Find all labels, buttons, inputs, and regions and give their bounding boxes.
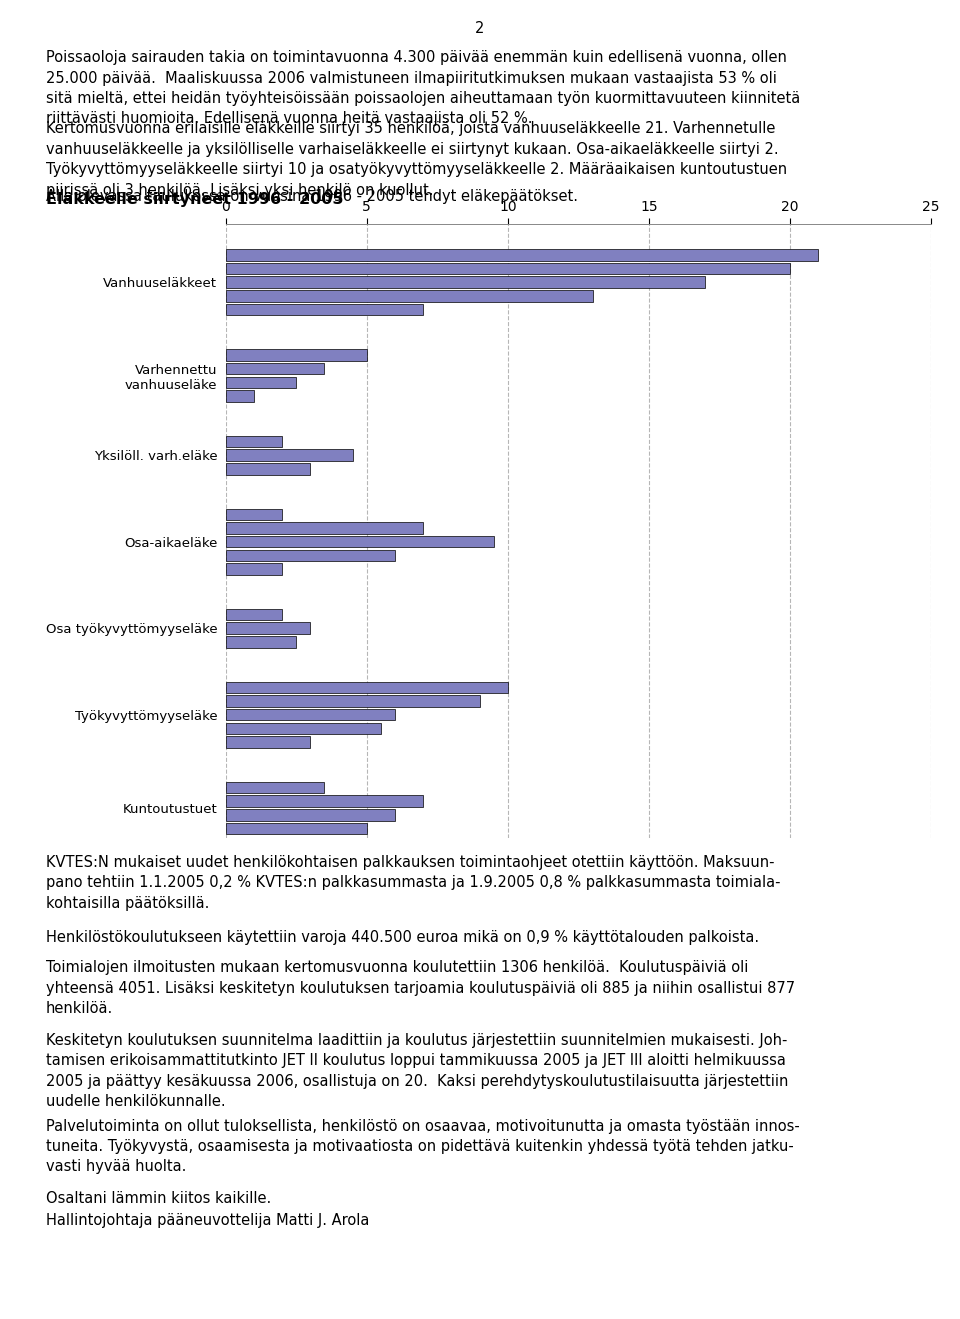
Bar (226, 782, 324, 794)
Bar (226, 723, 381, 735)
Bar (226, 290, 592, 302)
Bar (226, 823, 367, 834)
Bar (226, 695, 480, 707)
Bar (226, 563, 282, 575)
Bar (226, 376, 296, 388)
Text: Henkilöstökoulutukseen käytettiin varoja 440.500 euroa mikä on 0,9 % käyttötalou: Henkilöstökoulutukseen käytettiin varoja… (46, 930, 759, 944)
Text: Keskitetyn koulutuksen suunnitelma laadittiin ja koulutus järjestettiin suunnite: Keskitetyn koulutuksen suunnitelma laadi… (46, 1033, 788, 1109)
Text: KVTES:N mukaiset uudet henkilökohtaisen palkkauksen toimintaohjeet otettiin käyt: KVTES:N mukaiset uudet henkilökohtaisen … (46, 855, 780, 910)
Bar (226, 350, 367, 361)
Text: Osaltani lämmin kiitos kaikille.: Osaltani lämmin kiitos kaikille. (46, 1191, 272, 1206)
Text: Hallintojohtaja pääneuvottelija Matti J. Arola: Hallintojohtaja pääneuvottelija Matti J.… (46, 1213, 370, 1228)
Bar (226, 550, 395, 561)
Text: Alla olevassa taulukossa on vuosina 1996 - 2005 tehdyt eläkepäätökset.: Alla olevassa taulukossa on vuosina 1996… (46, 189, 578, 203)
Text: Eläkkeelle siirtyneet 1996 - 2005: Eläkkeelle siirtyneet 1996 - 2005 (46, 193, 344, 207)
Bar (226, 262, 790, 274)
Text: Toimialojen ilmoitusten mukaan kertomusvuonna koulutettiin 1306 henkilöä.  Koulu: Toimialojen ilmoitusten mukaan kertomusv… (46, 960, 795, 1016)
Bar (226, 609, 282, 620)
Bar (226, 463, 310, 475)
Bar (226, 636, 296, 648)
Bar (226, 809, 395, 820)
Bar (226, 736, 310, 748)
Bar (226, 710, 395, 720)
Text: Kertomusvuonna erilaisille eläkkeille siirtyi 35 henkilöä, joista vanhuuseläkkee: Kertomusvuonna erilaisille eläkkeille si… (46, 121, 787, 198)
Text: 2: 2 (475, 21, 485, 36)
Bar (226, 435, 282, 447)
Bar (226, 277, 706, 288)
Text: Palvelutoiminta on ollut tuloksellista, henkilöstö on osaavaa, motivoitunutta ja: Palvelutoiminta on ollut tuloksellista, … (46, 1119, 800, 1174)
Bar (226, 623, 310, 634)
Text: Poissaoloja sairauden takia on toimintavuonna 4.300 päivää enemmän kuin edellise: Poissaoloja sairauden takia on toimintav… (46, 50, 801, 127)
Bar (226, 249, 818, 261)
Bar (226, 390, 253, 401)
Bar (226, 303, 423, 315)
Bar (226, 450, 352, 460)
Bar (226, 509, 282, 520)
Bar (226, 363, 324, 375)
Bar (226, 522, 423, 534)
Bar (226, 682, 508, 694)
Bar (226, 536, 493, 547)
Bar (226, 795, 423, 807)
